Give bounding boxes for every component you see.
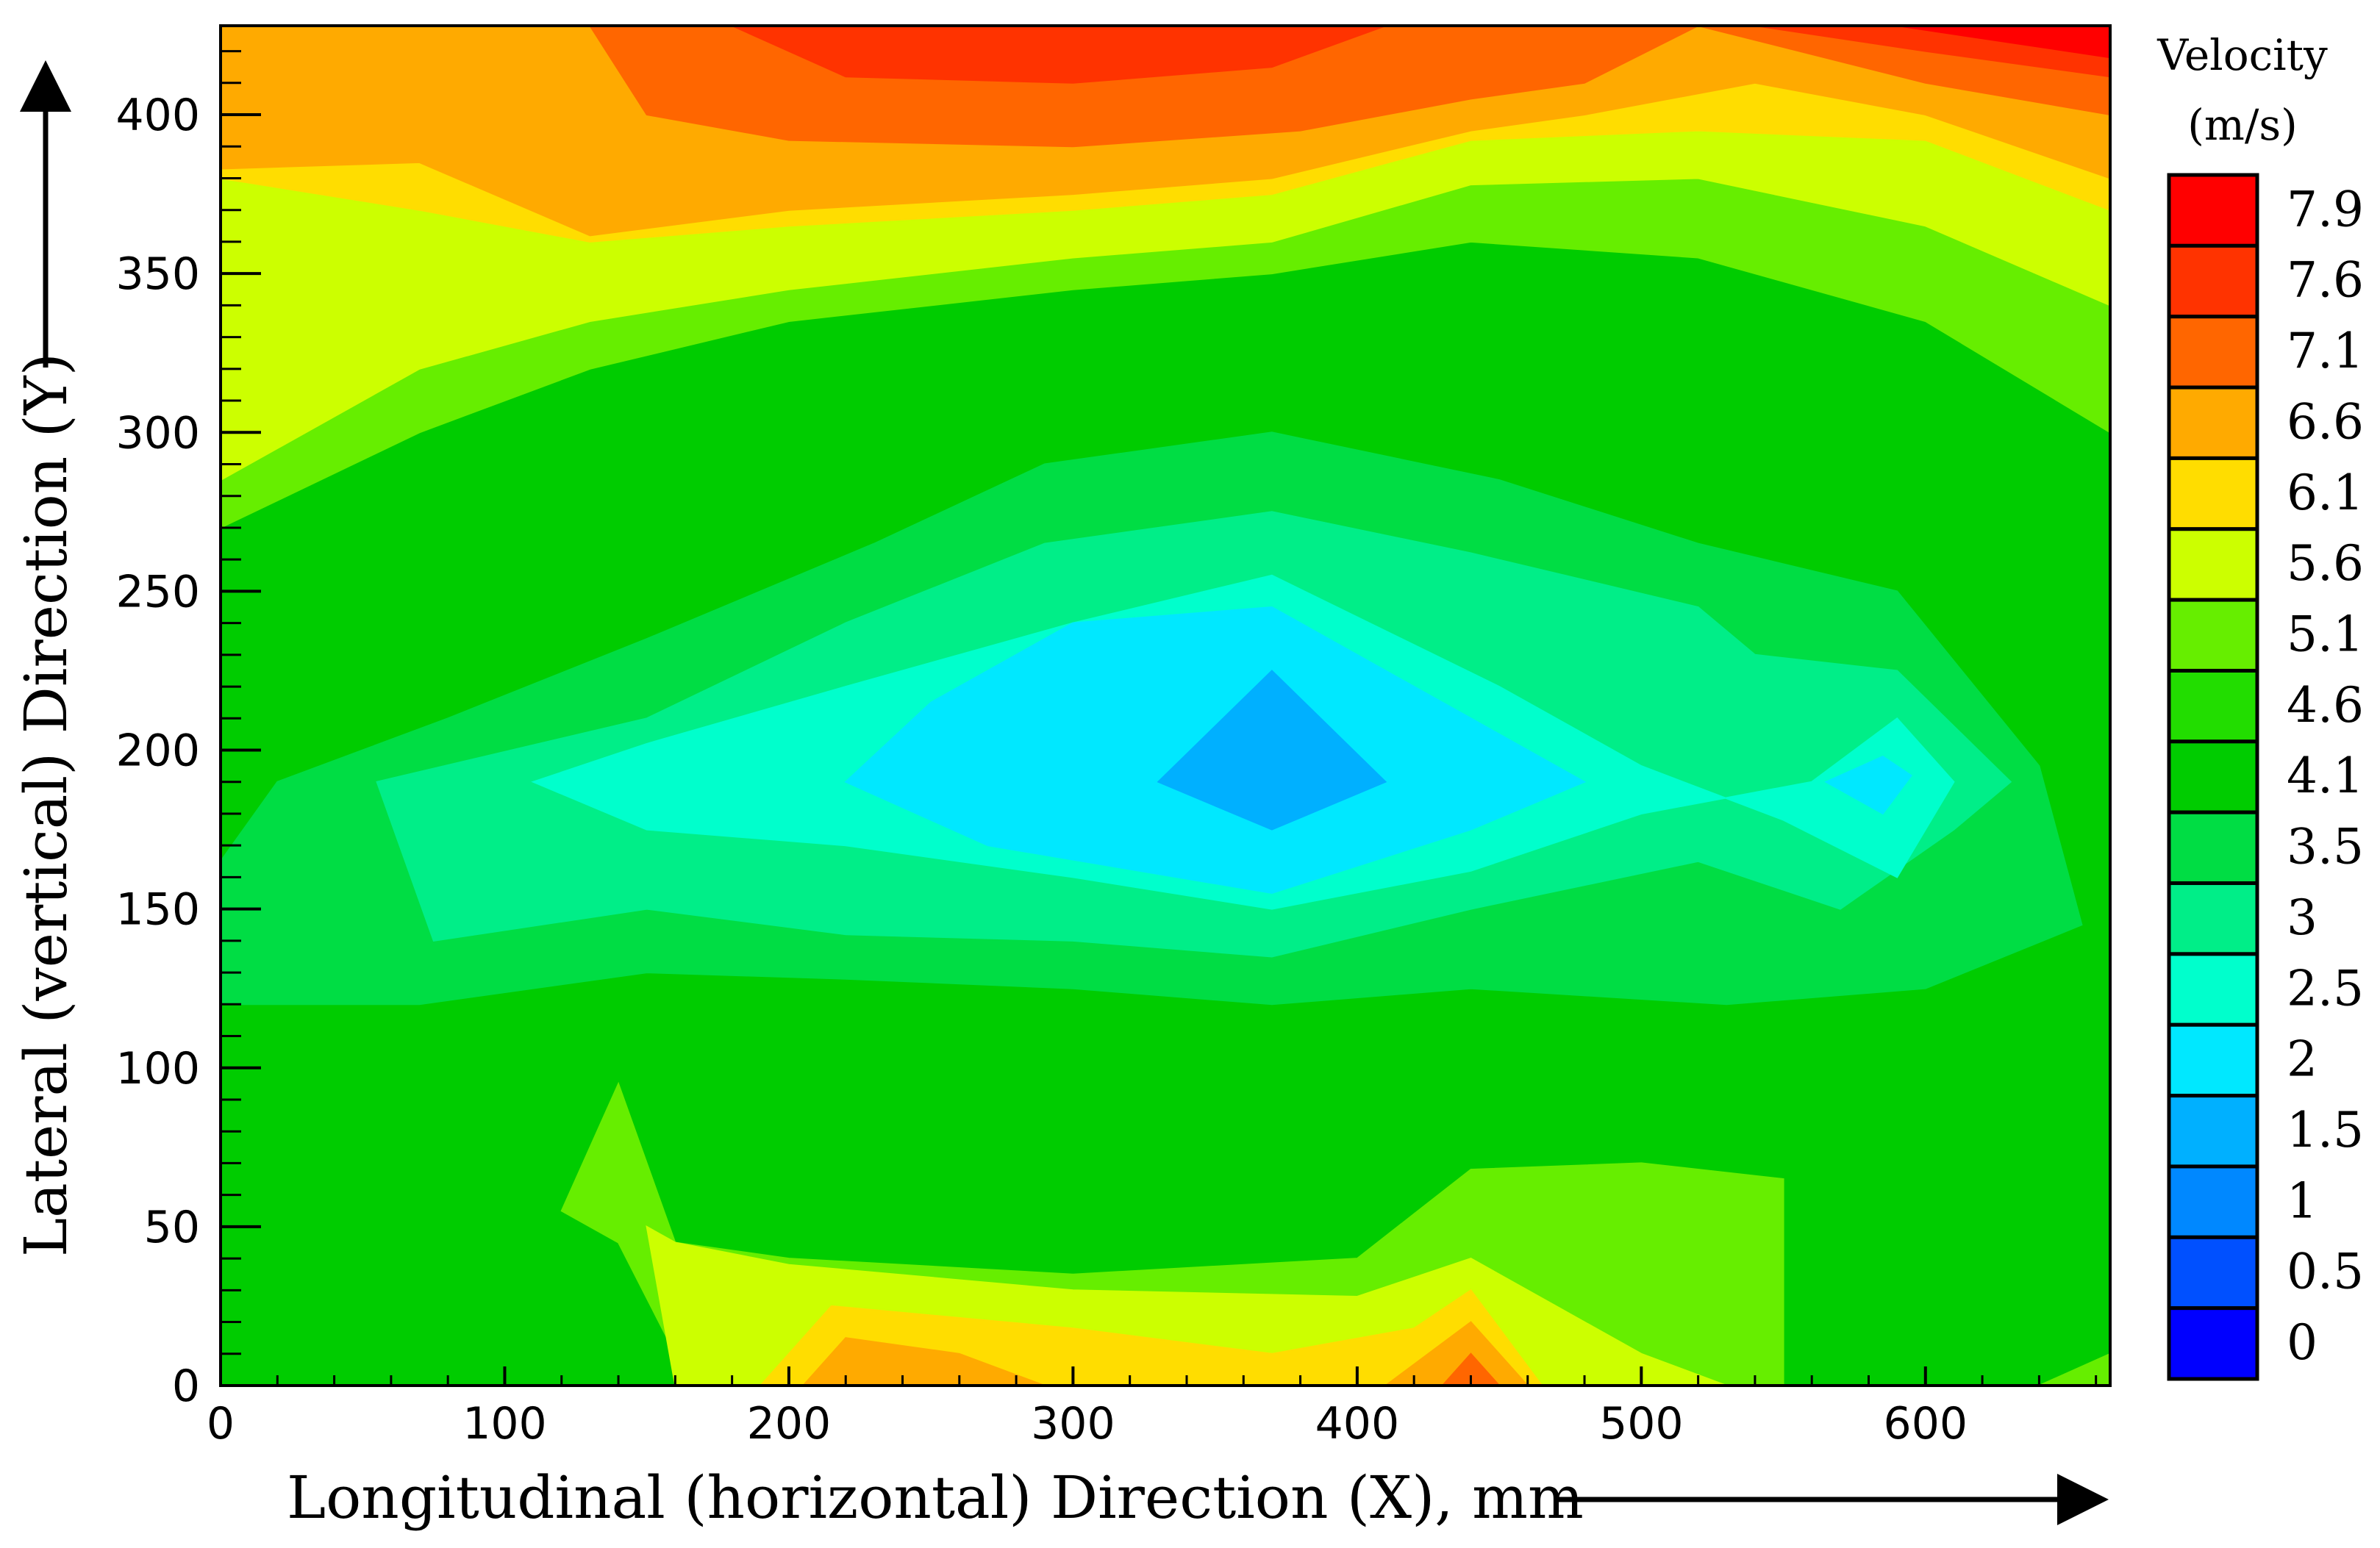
colorbar-swatch bbox=[2167, 1164, 2259, 1239]
colorbar-labels: 7.9 7.6 7.1 6.6 6.1 5.6 5.1 4.6 4.1 3.5 3 2.5 2 1.5 1 0… bbox=[2287, 181, 2364, 1371]
y-tick-label: 250 bbox=[115, 566, 200, 617]
x-tick-label: 600 bbox=[1884, 1398, 1968, 1450]
x-tick-label: 100 bbox=[462, 1398, 547, 1450]
y-tick-label: 200 bbox=[115, 725, 200, 777]
x-tick-label: 500 bbox=[1599, 1398, 1684, 1450]
x-tick-label: 400 bbox=[1315, 1398, 1400, 1450]
y-tick-label: 100 bbox=[115, 1043, 200, 1094]
plot-area: 0 100 200 300 400 500 600 0 50 100 150 200 250 300 35… bbox=[115, 24, 2112, 1450]
colorbar-label: 3.5 bbox=[2287, 819, 2364, 875]
contour-region-9 bbox=[1897, 26, 2110, 59]
x-tick-label: 0 bbox=[207, 1398, 235, 1450]
colorbar-label: 4.1 bbox=[2287, 748, 2364, 804]
colorbar: Velocity (m/s) 7.9 7.6 7.1 6.6 6.1 5.6 5.1 4.6 4… bbox=[2156, 30, 2364, 1381]
y-tick-label: 50 bbox=[144, 1202, 200, 1253]
colorbar-label: 7.1 bbox=[2287, 323, 2364, 379]
colorbar-label: 6.1 bbox=[2287, 465, 2364, 521]
contour-region-7 bbox=[732, 26, 1386, 84]
colorbar-swatch bbox=[2167, 243, 2259, 319]
colorbar-swatch bbox=[2167, 1235, 2259, 1311]
colorbar-swatch bbox=[2167, 173, 2259, 248]
y-axis-title: Lateral (vertical) Direction (Y) bbox=[12, 353, 80, 1257]
plot-border bbox=[219, 24, 2112, 1387]
y-tick-label: 150 bbox=[115, 884, 200, 936]
colorbar-label: 7.9 bbox=[2287, 181, 2364, 237]
colorbar-label: 2 bbox=[2287, 1031, 2318, 1088]
y-tick-label: 350 bbox=[115, 248, 200, 300]
y-tick-label: 0 bbox=[172, 1361, 200, 1412]
y-axis: 0 50 100 150 200 250 300 350 400 bbox=[115, 50, 261, 1412]
colorbar-swatch bbox=[2167, 456, 2259, 531]
colorbar-swatches bbox=[2167, 173, 2259, 1381]
colorbar-label: 4.6 bbox=[2287, 677, 2364, 734]
y-tick-label: 300 bbox=[115, 407, 200, 459]
colorbar-label: 5.1 bbox=[2287, 606, 2364, 662]
colorbar-swatch bbox=[2167, 1306, 2259, 1381]
colorbar-swatch bbox=[2167, 1094, 2259, 1169]
colorbar-swatch bbox=[2167, 598, 2259, 673]
colorbar-swatch bbox=[2167, 385, 2259, 460]
contour-region-20 bbox=[1384, 1321, 1529, 1386]
colorbar-title: Velocity bbox=[2156, 30, 2328, 80]
colorbar-swatch bbox=[2167, 1022, 2259, 1098]
colorbar-label: 7.6 bbox=[2287, 252, 2364, 309]
colorbar-label: 2.5 bbox=[2287, 960, 2364, 1017]
colorbar-label: 1 bbox=[2287, 1172, 2318, 1229]
colorbar-label: 3 bbox=[2287, 889, 2318, 946]
x-axis: 0 100 200 300 400 500 600 bbox=[207, 1366, 2098, 1450]
colorbar-swatch bbox=[2167, 527, 2259, 602]
contour-region-14 bbox=[1824, 756, 1912, 815]
colorbar-swatch bbox=[2167, 668, 2259, 744]
x-tick-label: 200 bbox=[747, 1398, 832, 1450]
colorbar-unit: (m/s) bbox=[2187, 100, 2298, 150]
colorbar-swatch bbox=[2167, 952, 2259, 1027]
colorbar-label: 0 bbox=[2287, 1314, 2318, 1371]
colorbar-label: 6.6 bbox=[2287, 393, 2364, 450]
colorbar-label: 5.6 bbox=[2287, 535, 2364, 592]
contour-regions bbox=[221, 26, 2110, 1386]
colorbar-label: 0.5 bbox=[2287, 1244, 2364, 1300]
x-tick-label: 300 bbox=[1031, 1398, 1115, 1450]
contour-region-19 bbox=[801, 1337, 1046, 1386]
y-tick-label: 400 bbox=[115, 90, 200, 141]
x-axis-title: Longitudinal (horizontal) Direction (X),… bbox=[287, 1463, 1584, 1532]
contour-region-21 bbox=[1441, 1352, 1501, 1386]
colorbar-swatch bbox=[2167, 739, 2259, 814]
colorbar-swatch bbox=[2167, 315, 2259, 390]
colorbar-swatch bbox=[2167, 881, 2259, 956]
colorbar-label: 1.5 bbox=[2287, 1102, 2364, 1158]
contour-region-22 bbox=[2038, 1352, 2110, 1386]
colorbar-swatch bbox=[2167, 810, 2259, 886]
contour-region-15 bbox=[1157, 670, 1387, 831]
